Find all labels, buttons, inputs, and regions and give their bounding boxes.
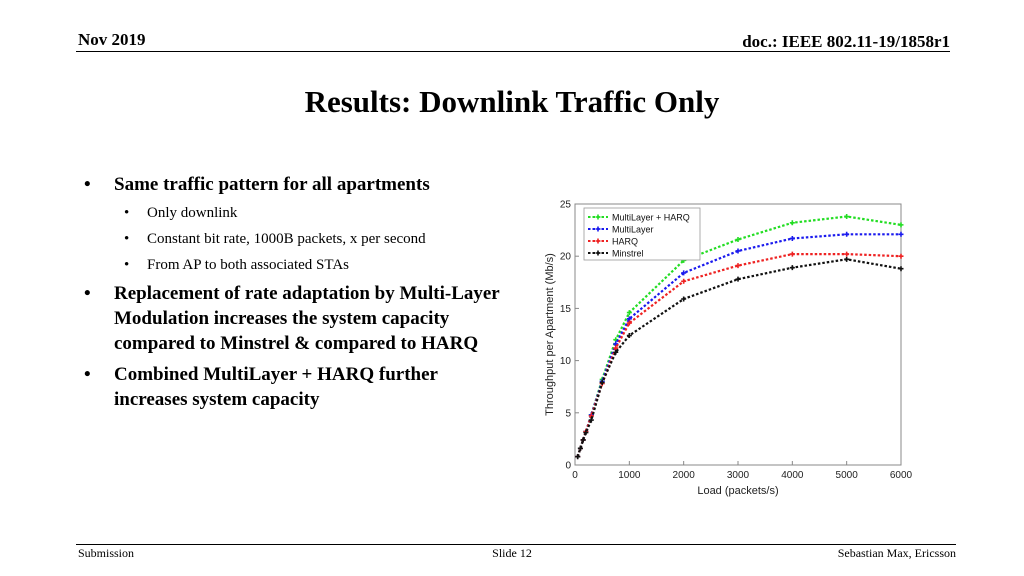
data-point (575, 454, 581, 460)
data-point (844, 231, 850, 237)
data-point (681, 270, 687, 276)
x-tick-label: 5000 (836, 470, 859, 481)
x-tick-label: 1000 (618, 470, 641, 481)
data-point (599, 380, 605, 386)
x-tick-label: 6000 (890, 470, 913, 481)
data-point (898, 222, 904, 228)
legend-marker (595, 214, 601, 220)
data-point (626, 316, 632, 322)
sub-bullet-2: • Constant bit rate, 1000B packets, x per… (124, 231, 426, 247)
y-tick-label: 0 (565, 461, 571, 472)
legend: MultiLayer + HARQ MultiLayer HARQ Minstrel (583, 207, 701, 261)
footer-slide-number: Slide 12 (492, 546, 532, 560)
bullet-3: • Combined MultiLayer + HARQ further incr… (84, 364, 438, 410)
data-point (681, 296, 687, 302)
series-minstrel (575, 256, 904, 460)
y-tick-label: 5 (565, 408, 571, 419)
sub-bullet-3-text: From AP to both associated STAs (147, 257, 349, 273)
sub-bullet-1-text: Only downlink (147, 205, 238, 221)
legend-marker (595, 238, 601, 244)
x-tick-label: 0 (572, 470, 578, 481)
slide-title: Results: Downlink Traffic Only (304, 84, 720, 119)
data-point (844, 251, 850, 257)
x-tick-label: 2000 (673, 470, 696, 481)
legend-entry: Minstrel (612, 249, 644, 259)
data-point (626, 320, 632, 326)
legend-entry: HARQ (612, 237, 638, 247)
header-doc-id: doc.: IEEE 802.11-19/1858r1 (742, 32, 950, 51)
data-point (583, 430, 589, 436)
legend-marker (595, 226, 601, 232)
x-tick-label: 3000 (727, 470, 750, 481)
data-point (735, 276, 741, 282)
data-point (789, 235, 795, 241)
bullet-3-text: Combined MultiLayer + HARQ further incre… (114, 364, 438, 410)
y-tick-label: 20 (560, 252, 572, 263)
data-point (789, 265, 795, 271)
data-point (577, 445, 583, 451)
x-tick-label: 4000 (781, 470, 804, 481)
data-point (580, 437, 586, 443)
footer-submission: Submission (78, 546, 135, 560)
sub-bullet-2-text: Constant bit rate, 1000B packets, x per … (147, 231, 426, 247)
legend-marker (595, 250, 601, 256)
data-point (898, 266, 904, 272)
bullet-2-text: Replacement of rate adaptation by Multi-… (114, 283, 500, 354)
sub-bullet-3: • From AP to both associated STAs (124, 257, 349, 273)
data-point (626, 310, 632, 316)
legend-entry: MultiLayer + HARQ (612, 213, 690, 223)
data-point (735, 248, 741, 254)
sub-bullet-1: • Only downlink (124, 205, 238, 221)
y-tick-label: 25 (560, 200, 572, 211)
y-tick-label: 15 (560, 304, 572, 315)
data-point (588, 417, 594, 423)
data-point (735, 263, 741, 269)
x-axis-label: Load (packets/s) (697, 485, 778, 497)
header-date: Nov 2019 (78, 30, 146, 49)
bullet-2: • Replacement of rate adaptation by Multi… (84, 283, 500, 354)
legend-entry: MultiLayer (612, 225, 654, 235)
data-point (898, 231, 904, 237)
data-point (626, 333, 632, 339)
data-point (789, 220, 795, 226)
y-tick-label: 10 (560, 356, 572, 367)
y-axis-label: Throughput per Apartment (Mb/s) (544, 253, 556, 416)
bullet-1: • Same traffic pattern for all apartments (84, 174, 430, 195)
data-point (613, 345, 619, 351)
data-point (681, 278, 687, 284)
data-point (844, 256, 850, 262)
data-point (844, 214, 850, 220)
data-point (613, 349, 619, 355)
header-divider (76, 51, 950, 52)
footer-author: Sebastian Max, Ericsson (837, 546, 956, 560)
data-point (789, 251, 795, 257)
footer-divider (76, 544, 956, 545)
bullet-1-text: Same traffic pattern for all apartments (114, 174, 430, 195)
bullet-list: • Same traffic pattern for all apartments… (84, 172, 514, 418)
data-point (735, 236, 741, 242)
throughput-chart: 0 1000 2000 3000 4000 5000 6000 0 5 10 15 20 25 Load … (544, 200, 913, 498)
data-point (898, 253, 904, 259)
